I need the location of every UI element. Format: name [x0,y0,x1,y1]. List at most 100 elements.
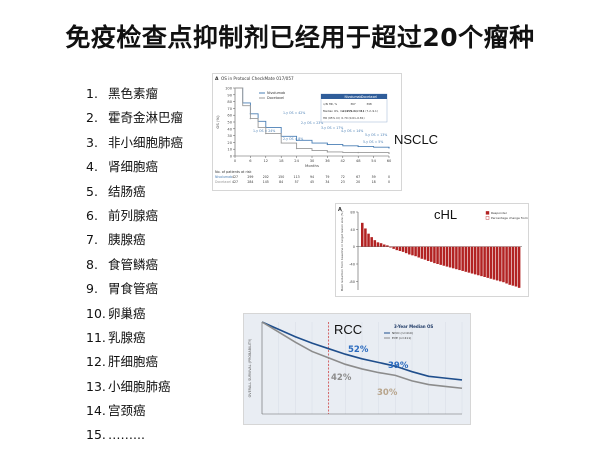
chl-bar [426,246,430,261]
nsclc-at-risk-value: 0 [388,175,390,179]
chl-bar [473,246,477,275]
cancer-list-number: 13. [86,378,106,394]
cancer-list-number: 12. [86,354,106,370]
nsclc-chart-panel: A OS in Protocol CheckMate 017/057 0 10 20 30… [212,73,402,191]
chl-chart-panel: A 80 40 0 -40 -80 Best reduction from baseline… [335,203,552,297]
cancer-list-item: 10. 卵巢癌 [86,302,183,326]
nsclc-at-risk-value: 427 [232,180,238,184]
chl-bar [398,246,402,251]
chl-bar [445,246,449,267]
nsclc-table-cell: 367 [350,102,356,106]
cancer-list-number: 4. [86,159,98,175]
chl-bar [502,246,505,283]
nsclc-annotation: 2-y OS = 8% [283,137,303,141]
nsclc-y-tick-label: 50 [227,121,232,125]
cancer-list-number: 1. [86,86,98,101]
nsclc-at-risk-value: 20 [356,180,360,184]
nsclc-at-risk-value: 18 [372,180,376,184]
nsclc-at-risk-value: 23 [341,180,345,184]
nsclc-x-tick-label: 36 [325,159,330,163]
nsclc-legend-entry: Docetaxel [267,96,284,100]
nsclc-x-tick-label: 54 [371,159,376,163]
chl-bar [408,246,411,255]
cancer-list-number: 15. [86,427,106,443]
cancer-list-name: 肾细胞癌 [108,159,159,175]
nsclc-table-cell: n/N HR, % [323,102,338,106]
nsclc-y-tick-label: 10 [227,148,232,152]
cancer-list-item: 15.……... [86,423,183,447]
nsclc-at-risk-value: 202 [263,175,269,179]
chl-bar [423,246,427,260]
nsclc-table-header-cell: Nivolumab [344,95,361,99]
cancer-list-item: 9. 胃食管癌 [86,277,183,301]
chl-bar [489,246,493,279]
nsclc-table-cell: HR (95% CI) [323,116,340,120]
nsclc-chart-title: OS in Protocol CheckMate 017/057 [221,76,294,81]
chl-bar [480,246,483,277]
rcc-series-nivolumab-line [261,321,463,381]
rcc-annotation: 42% [331,373,352,383]
chl-bar [382,244,386,247]
chl-bar [414,246,417,257]
cancer-list-number: 6. [86,207,98,223]
chl-bar [483,246,486,277]
nsclc-y-tick-label: 70 [227,107,232,111]
chl-legend-entry: Percentage change from baseline ≥50% [491,216,528,220]
nsclc-at-risk-value: 34 [325,180,329,184]
nsclc-label: NSCLC [394,132,439,147]
nsclc-series-docetaxel-point [388,152,390,154]
chl-bar [486,246,490,278]
nsclc-x-tick-label: 60 [387,159,392,163]
nsclc-annotation: 2-y OS = 23% [301,121,323,125]
nsclc-x-axis-label: Months [305,163,319,168]
nsclc-x-tick-label: 24 [294,159,299,163]
nsclc-x-tick-label: 30 [310,159,315,163]
rcc-header: 3-Year Median OS [394,324,433,329]
nsclc-table-cell: 398 [366,102,372,106]
cancer-list-name: 小细胞肺癌 [108,378,171,394]
nsclc-annotation: 1-y OS = 24% [253,129,275,133]
chl-panel-letter: A [338,207,342,213]
nsclc-annotation: 1-y OS = 42% [283,111,305,115]
chl-bar [395,246,399,251]
chl-bar [361,222,364,247]
nsclc-table-cell: 0.70 (0.61–0.81) [341,116,364,120]
nsclc-at-risk-value: 113 [294,175,300,179]
chl-bar [433,246,436,264]
cancer-list-item: 8. 食管鳞癌 [86,253,183,277]
rcc-legend-entry: EVE (n=411) [392,336,411,340]
cancer-list-number: 2. [86,110,98,126]
slide-title: 免疫检查点抑制剂已经用于超过20个瘤种 [65,23,535,52]
nsclc-y-tick-label: 90 [227,93,232,97]
nsclc-x-tick-label: 18 [279,159,284,163]
nsclc-x-tick-label: 0 [234,159,237,163]
cancer-list-item: 1. 黑色素瘤 [86,82,183,106]
nsclc-at-risk-value: 84 [279,180,283,184]
nsclc-at-risk-value: 427 [232,175,238,179]
nsclc-x-tick-label: 42 [341,159,346,163]
nsclc-series-docetaxel-point [249,117,252,120]
cancer-list-name: 非小细胞肺癌 [108,134,184,150]
chl-bar [505,246,508,284]
nsclc-at-risk-value: 67 [356,175,360,179]
cancer-list-number: 5. [86,183,98,199]
cancer-list-name: 前列腺癌 [108,207,159,223]
cancer-list-number: 14. [86,403,106,419]
nsclc-series-docetaxel-point [265,132,267,135]
chl-bar [417,246,421,258]
nsclc-at-risk-value: 72 [341,175,345,179]
nsclc-at-risk-value: 45 [310,180,314,184]
nsclc-y-axis-label: OS (%) [215,115,220,129]
nsclc-y-tick-label: 100 [225,87,233,91]
cancer-list-name: 卵巢癌 [108,305,146,321]
nsclc-series-docetaxel-point [357,151,359,154]
nsclc-at-risk-value: 284 [247,180,253,184]
cancer-list-item: 7. 胰腺癌 [86,228,183,252]
rcc-chart-panel: OVERALL SURVIVAL (PROBABILITY) 3-Year Med… [243,313,471,425]
nsclc-y-tick-label: 80 [227,100,232,104]
chl-legend-swatch [485,216,490,220]
chl-bar [430,246,433,262]
nsclc-panel-letter: A [215,76,219,82]
chl-label: cHL [434,207,458,222]
